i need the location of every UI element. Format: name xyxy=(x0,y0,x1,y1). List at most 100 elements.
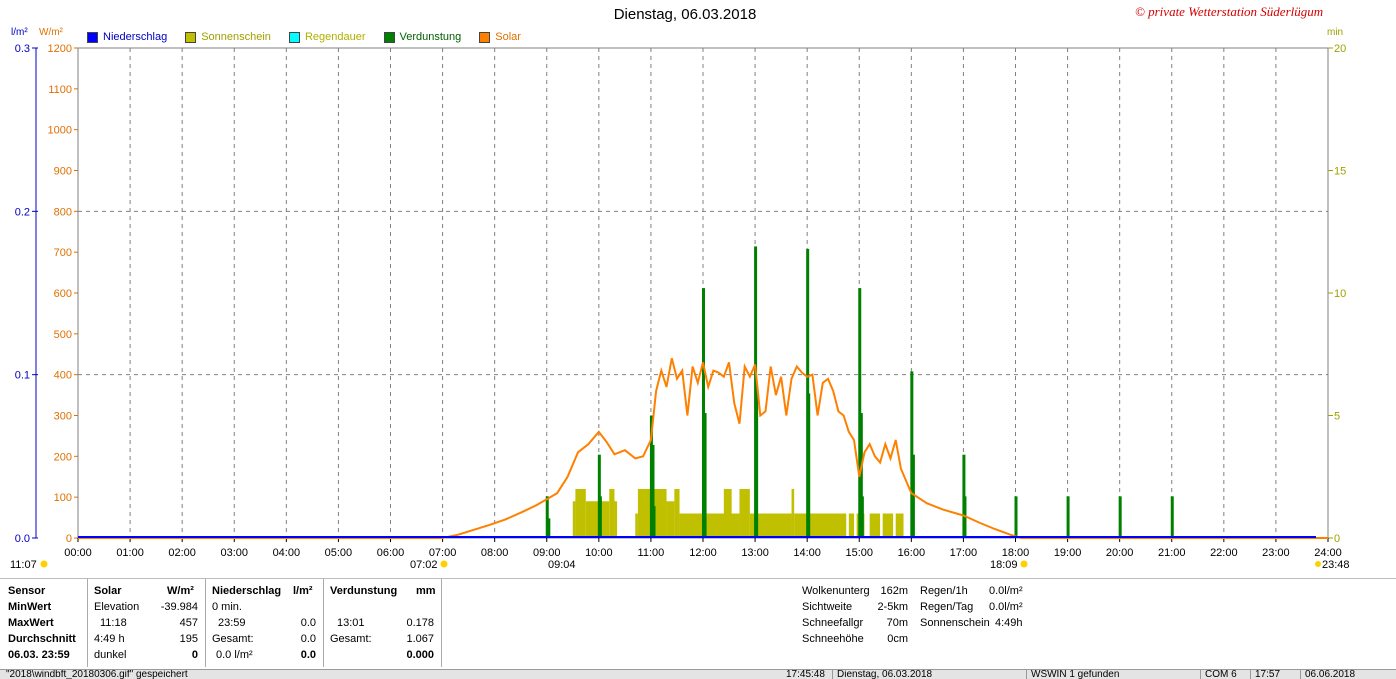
legend-swatch xyxy=(288,31,300,43)
solar-tick-label: 700 xyxy=(54,247,72,259)
moonset-time: 23:48 xyxy=(1322,559,1350,571)
precip-total-label: Gesamt: xyxy=(212,633,254,645)
copyright-label: © private Wetterstation Süderlügum xyxy=(1135,4,1324,19)
panel-divider xyxy=(205,579,206,667)
solar-unit-label: W/m² xyxy=(39,27,63,38)
solar-tick-label: 400 xyxy=(54,370,72,382)
solar-tick-label: 500 xyxy=(54,329,72,341)
minwert-label: MinWert xyxy=(8,601,52,613)
evaporation-bar xyxy=(649,415,653,538)
weather-label-2: Schneefallgr xyxy=(802,617,864,629)
legend-item-sonnenschein: Sonnenschein xyxy=(185,31,271,43)
solar-header: Solar xyxy=(94,585,122,597)
status-date: Dienstag, 06.03.2018 xyxy=(832,670,932,679)
evap-current-value: 0.000 xyxy=(406,649,434,661)
evaporation-bar xyxy=(910,371,914,538)
precip-header: Niederschlag xyxy=(212,585,282,597)
status-clock: 17:57 xyxy=(1250,670,1280,679)
evaporation-bar xyxy=(859,413,863,538)
x-tick-label: 09:00 xyxy=(533,547,561,559)
x-tick-label: 04:00 xyxy=(273,547,301,559)
minutes-tick-label: 15 xyxy=(1334,166,1346,178)
evaporation-bar xyxy=(1170,496,1174,538)
sunshine-bar xyxy=(585,501,610,538)
evap-unit: mm xyxy=(416,585,436,597)
x-tick-label: 19:00 xyxy=(1054,547,1082,559)
sunrise-icon xyxy=(440,560,448,568)
evaporation-bar xyxy=(858,288,862,538)
solar-tick-label: 800 xyxy=(54,206,72,218)
x-tick-label: 07:00 xyxy=(429,547,457,559)
weather-value-2: 70m xyxy=(886,617,908,629)
evaporation-bar xyxy=(1014,496,1018,538)
weather-label-0: Wolkenunterg xyxy=(802,585,870,597)
precip-min-label: 0 min. xyxy=(212,601,242,613)
sunshine-bar xyxy=(635,513,638,538)
solar-current-value: 0 xyxy=(191,649,198,661)
solar-tick-label: 100 xyxy=(54,492,72,504)
panel-divider xyxy=(323,579,324,667)
legend-label: Sonnenschein xyxy=(201,31,271,43)
sunrise-time: 07:02 xyxy=(410,559,438,571)
status-today: 06.06.2018 xyxy=(1300,670,1355,679)
solar-min-value: -39.984 xyxy=(160,601,198,613)
x-tick-label: 05:00 xyxy=(325,547,353,559)
sunshine-bar xyxy=(575,489,586,538)
precip-unit: l/m² xyxy=(293,585,313,597)
precip-tick-label: 0.1 xyxy=(15,370,30,382)
legend-label: Regendauer xyxy=(304,31,366,43)
evaporation-bar xyxy=(860,496,864,538)
evaporation-bar xyxy=(1066,496,1070,538)
solar-tick-label: 200 xyxy=(54,451,72,463)
evap-header: Verdunstung xyxy=(330,585,398,597)
evaporation-bar xyxy=(702,288,705,538)
minutes-tick-label: 20 xyxy=(1334,43,1346,55)
precip-tick-label: 0.2 xyxy=(15,206,30,218)
solar-tick-label: 900 xyxy=(54,166,72,178)
x-tick-label: 13:00 xyxy=(741,547,769,559)
x-tick-label: 14:00 xyxy=(793,547,821,559)
sunshine-bar xyxy=(614,501,618,538)
weather-value-3: 0cm xyxy=(887,633,908,645)
weather-label-1: Sichtweite xyxy=(802,601,853,613)
sunshine-bar xyxy=(723,489,732,538)
panel-divider xyxy=(87,579,88,667)
minutes-tick-label: 5 xyxy=(1334,411,1340,423)
evaporation-bar xyxy=(547,518,551,538)
evaporation-bar xyxy=(1118,496,1122,538)
x-tick-label: 15:00 xyxy=(845,547,873,559)
sensor-header: Sensor xyxy=(8,585,46,597)
evaporation-bar xyxy=(911,454,915,538)
x-tick-label: 11:00 xyxy=(638,547,665,559)
x-tick-label: 03:00 xyxy=(220,547,248,559)
rain-label-0: Regen/1h xyxy=(920,585,968,597)
legend-swatch xyxy=(87,31,98,43)
sunshine-bar xyxy=(791,489,795,538)
solar-avg-label: 4:49 h xyxy=(94,633,125,645)
weather-chart: 0.00.10.20.30100200300400500600700800900… xyxy=(10,43,1350,571)
evaporation-bar xyxy=(598,496,602,538)
solar-noon-time: 09:04 xyxy=(548,559,576,571)
sunshine-bar xyxy=(794,513,847,538)
chart-title: Dienstag, 06.03.2018 xyxy=(613,6,757,23)
minutes-tick-label: 0 xyxy=(1334,533,1340,545)
moon-icon xyxy=(40,560,48,568)
legend-item-niederschlag: Niederschlag xyxy=(87,31,167,43)
solar-tick-label: 300 xyxy=(54,411,72,423)
solar-max-time: 11:18 xyxy=(100,617,127,629)
sunset-icon xyxy=(1020,560,1028,568)
precip-unit-label: l/m² xyxy=(11,27,28,38)
sunshine-bar xyxy=(869,513,881,538)
solar-current-label: dunkel xyxy=(94,649,127,661)
status-time: 17:45:48 xyxy=(786,669,825,679)
precip-total-value: 0.0 xyxy=(300,633,316,645)
precip-current-value: 0.0 xyxy=(300,649,316,661)
evaporation-bar xyxy=(754,246,758,538)
evaporation-bar xyxy=(545,496,549,538)
x-tick-label: 17:00 xyxy=(950,547,978,559)
minutes-tick-label: 10 xyxy=(1334,288,1346,300)
sunshine-bar xyxy=(674,489,680,538)
x-tick-label: 23:00 xyxy=(1262,547,1290,559)
sunshine-bar xyxy=(848,513,855,538)
evap-total-value: 1.067 xyxy=(406,633,434,645)
